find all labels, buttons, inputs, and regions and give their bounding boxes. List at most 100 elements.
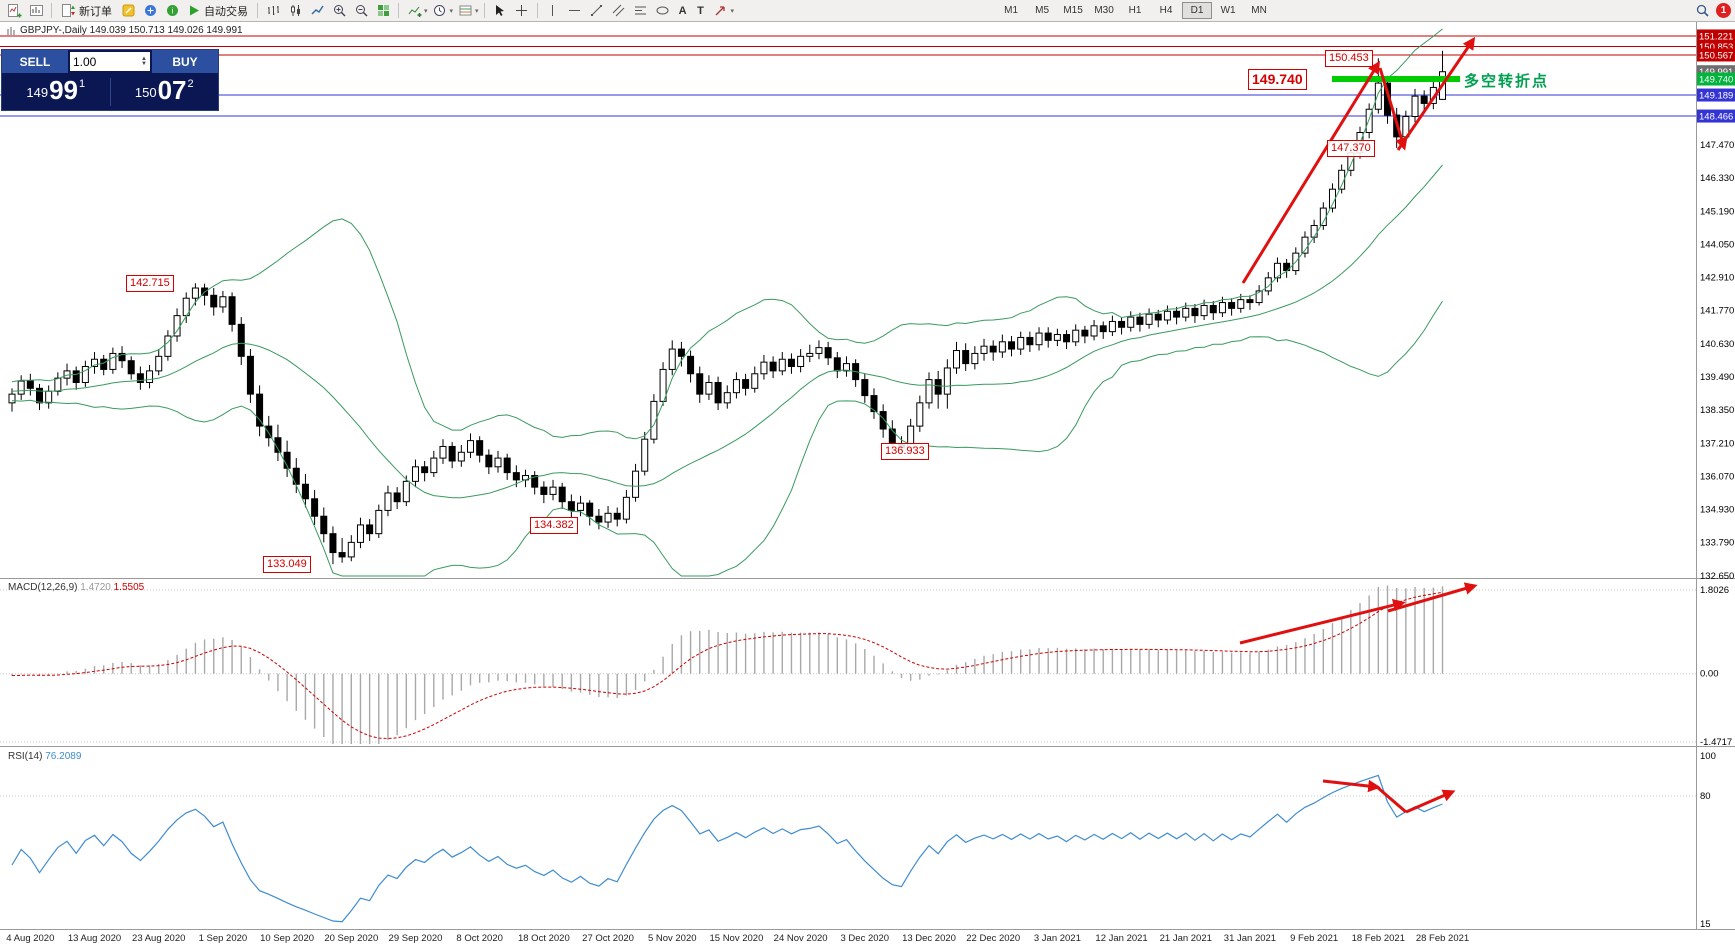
ask-pip: 2 [187, 78, 194, 90]
volume-value: 1.00 [73, 54, 97, 69]
dropdown-caret[interactable]: ▾ [730, 7, 735, 15]
dropdown-caret[interactable]: ▾ [475, 7, 479, 15]
timeframe-button-M1[interactable]: M1 [1004, 5, 1019, 16]
svg-text:139.490: 139.490 [1700, 372, 1734, 383]
axis-labels: 147.470 146.330 145.190 144.050 142.910 141.7… [6, 140, 1734, 944]
rsi-pane [0, 774, 1696, 923]
svg-text:18 Feb 2021: 18 Feb 2021 [1352, 933, 1405, 944]
volume-spinner[interactable]: ▲ ▼ [141, 55, 147, 67]
toolbar-separator [51, 3, 52, 18]
support-band [1332, 76, 1460, 83]
timeframe-button-W1[interactable]: W1 [1220, 5, 1236, 16]
crosshair-icon[interactable] [512, 2, 532, 20]
timeframes-clock-icon[interactable] [430, 2, 450, 20]
ellipse-shape-icon[interactable] [653, 2, 673, 20]
toolbar-separator [257, 3, 258, 18]
text-tool-icon[interactable]: A [678, 4, 687, 17]
market-icon[interactable] [140, 2, 160, 20]
chart-window-icon[interactable] [26, 2, 46, 20]
cursor-icon[interactable] [490, 2, 510, 20]
arrows-tool-icon[interactable] [711, 2, 731, 20]
fibonacci-icon[interactable] [631, 2, 651, 20]
indicators-icon[interactable] [404, 2, 424, 20]
svg-text:10 Sep 2020: 10 Sep 2020 [260, 933, 314, 944]
price-axis[interactable] [1697, 22, 1735, 929]
candlestick-chart-icon[interactable] [285, 2, 305, 20]
horizontal-line-icon[interactable] [565, 2, 585, 20]
bid-pip: 1 [79, 78, 86, 90]
svg-text:5 Nov 2020: 5 Nov 2020 [648, 933, 697, 944]
zoom-in-icon[interactable] [329, 2, 349, 20]
svg-text:137.210: 137.210 [1700, 438, 1734, 449]
rsi-label: RSI(14) 76.2089 [8, 751, 81, 762]
channel-icon[interactable] [609, 2, 629, 20]
svg-text:1.8026: 1.8026 [1700, 585, 1729, 596]
notification-badge[interactable]: 1 [1716, 3, 1731, 18]
line-chart-icon[interactable] [307, 2, 327, 20]
svg-text:27 Oct 2020: 27 Oct 2020 [582, 933, 634, 944]
auto-trading-label: 自动交易 [204, 5, 248, 18]
toolbar-right-group: 1 [1692, 2, 1731, 20]
svg-text:147.470: 147.470 [1700, 140, 1734, 151]
candlesticks-layer [8, 50, 1447, 565]
trendline-icon[interactable] [587, 2, 607, 20]
svg-text:145.190: 145.190 [1700, 206, 1734, 217]
timeframe-button-MN[interactable]: MN [1251, 5, 1267, 16]
timeframe-button-H4[interactable]: H4 [1159, 5, 1173, 16]
metaeditor-icon[interactable] [118, 2, 138, 20]
svg-text:140.630: 140.630 [1700, 339, 1734, 350]
macd-label: MACD(12,26,9) 1.4720 1.5505 [8, 582, 144, 593]
text-label-tool-icon[interactable]: T [697, 4, 704, 17]
chart-title: GBPJPY-,Daily 149.039 150.713 149.026 14… [6, 25, 243, 36]
dropdown-caret[interactable]: ▾ [449, 7, 454, 15]
bid-price: 149 99 1 [2, 77, 110, 106]
bollinger-bands [11, 28, 1443, 577]
toolbar-separator [398, 3, 399, 18]
time-axis[interactable] [0, 929, 1697, 946]
timeframe-button-M5[interactable]: M5 [1035, 5, 1050, 16]
price-level-boxes: 151.221150.853150.567149.991149.740149.1… [1697, 29, 1735, 123]
volume-input[interactable]: 1.00 ▲ ▼ [70, 52, 150, 71]
svg-text:28 Feb 2021: 28 Feb 2021 [1416, 933, 1469, 944]
bid-main: 149 [26, 85, 49, 100]
svg-text:146.330: 146.330 [1700, 173, 1734, 184]
svg-text:148.466: 148.466 [1699, 112, 1733, 123]
dropdown-caret[interactable]: ▾ [424, 7, 428, 15]
rsi-name: RSI(14) [8, 751, 43, 762]
buy-button[interactable]: BUY [152, 50, 218, 73]
svg-text:0.00: 0.00 [1700, 669, 1719, 680]
svg-text:-1.4717: -1.4717 [1700, 737, 1732, 748]
timeframe-button-M15[interactable]: M15 [1063, 5, 1083, 16]
tile-windows-icon[interactable] [373, 2, 393, 20]
svg-text:21 Jan 2021: 21 Jan 2021 [1160, 933, 1212, 944]
new-order-button[interactable]: 新订单 [57, 2, 116, 20]
macd-signal-value: 1.5505 [113, 582, 145, 593]
search-icon[interactable] [1692, 2, 1712, 20]
sell-button[interactable]: SELL [2, 50, 68, 73]
svg-text:136.070: 136.070 [1700, 471, 1734, 482]
auto-trading-button[interactable]: 自动交易 [184, 2, 252, 20]
svg-text:3 Jan 2021: 3 Jan 2021 [1034, 933, 1081, 944]
price-divider [109, 77, 111, 106]
zoom-out-icon[interactable] [351, 2, 371, 20]
templates-icon[interactable] [455, 2, 475, 20]
timeframe-button-M30[interactable]: M30 [1094, 5, 1114, 16]
svg-text:138.350: 138.350 [1700, 405, 1734, 416]
bar-chart-icon[interactable] [263, 2, 283, 20]
svg-text:22 Dec 2020: 22 Dec 2020 [966, 933, 1020, 944]
vertical-line-icon[interactable] [543, 2, 563, 20]
timeframe-button-D1[interactable]: D1 [1182, 2, 1213, 19]
chart-title-icon [7, 26, 15, 35]
svg-text:132.650: 132.650 [1700, 571, 1734, 582]
macd-value: 1.4720 [80, 582, 111, 593]
macd-name: MACD(12,26,9) [8, 582, 78, 593]
svg-text:24 Nov 2020: 24 Nov 2020 [774, 933, 828, 944]
svg-text:1 Sep 2020: 1 Sep 2020 [199, 933, 248, 944]
timeframe-group: M1 M5 M15 M30 H1 H4 D1 W1 MN [996, 2, 1274, 19]
new-chart-icon[interactable] [4, 2, 24, 20]
help-icon[interactable]: i [162, 2, 182, 20]
timeframe-button-H1[interactable]: H1 [1128, 5, 1142, 16]
ask-price: 150 07 2 [111, 77, 219, 106]
